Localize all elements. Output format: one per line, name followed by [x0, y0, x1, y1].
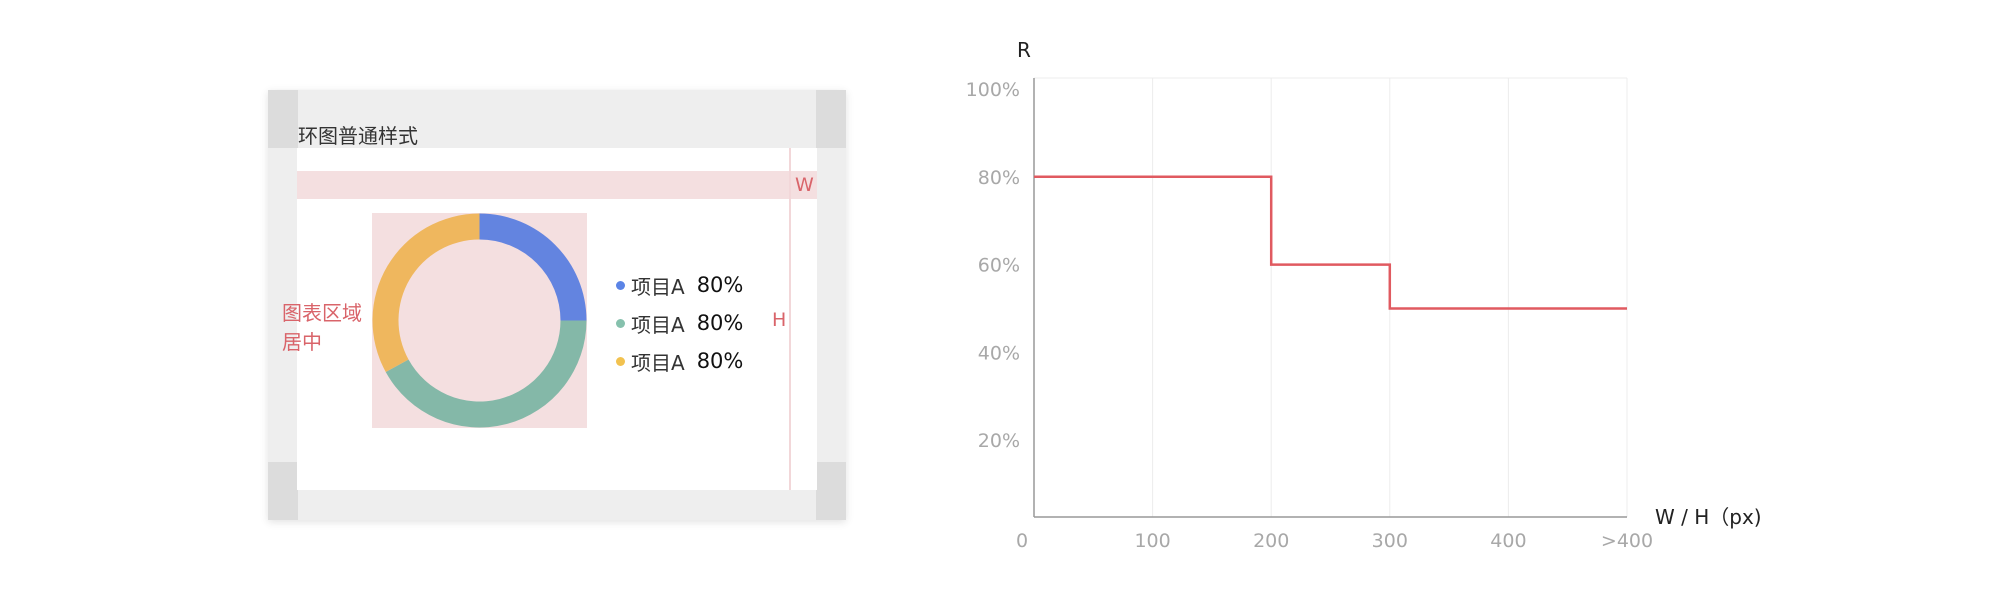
- center-annotation: 图表区域 居中: [282, 299, 362, 357]
- x-tick-label: 400: [1490, 530, 1526, 552]
- card-title: 环图普通样式: [298, 124, 418, 148]
- donut-segment: [385, 320, 587, 428]
- y-tick-label: 60%: [978, 255, 1020, 277]
- legend-value: 80%: [696, 349, 744, 373]
- corner-top-right: [816, 90, 846, 148]
- legend-dot: [616, 318, 625, 328]
- x-tick-label: 100: [1134, 530, 1170, 552]
- legend-dot: [616, 356, 625, 366]
- ratio-step-chart: 100% 80% 60% 40% 20% 0 100 200 300 400 >400 R W /…: [966, 38, 1762, 552]
- x-axis-title: W / H（px): [1655, 505, 1762, 529]
- legend-dot: [616, 280, 625, 290]
- donut-segment: [372, 213, 480, 373]
- legend-name: 项目A: [631, 350, 685, 375]
- legend-item: 项目A 80%: [616, 270, 743, 300]
- donut-segment: [479, 213, 587, 321]
- corner-bottom-left: [268, 462, 298, 520]
- y-axis-title: R: [1017, 38, 1031, 62]
- y-ticks: 100% 80% 60% 40% 20%: [966, 79, 1020, 452]
- width-label: W: [795, 174, 814, 196]
- axes: [1033, 78, 1627, 518]
- height-label: H: [772, 309, 787, 331]
- legend-name: 项目A: [631, 274, 685, 299]
- center-annotation-line2: 居中: [282, 330, 322, 354]
- x-tick-label: 200: [1253, 530, 1289, 552]
- legend-name: 项目A: [631, 312, 685, 337]
- height-marker-line: [789, 148, 791, 490]
- corner-bottom-right: [816, 462, 846, 520]
- x-tick-label: 300: [1372, 530, 1408, 552]
- legend-item: 项目A 80%: [616, 346, 743, 376]
- corner-top-left: [268, 90, 298, 148]
- y-tick-label: 40%: [978, 342, 1020, 364]
- series-line: [1034, 175, 1627, 310]
- y-tick-label: 20%: [978, 430, 1020, 452]
- grid: [1034, 77, 1628, 517]
- y-tick-label: 100%: [966, 79, 1020, 101]
- donut-chart: [372, 213, 587, 428]
- legend-item: 项目A 80%: [616, 308, 743, 338]
- x-tick-label: 0: [1016, 530, 1028, 552]
- center-annotation-line1: 图表区域: [282, 301, 362, 325]
- x-ticks: 0 100 200 300 400 >400: [1016, 530, 1653, 552]
- legend-value: 80%: [696, 311, 744, 335]
- y-tick-label: 80%: [978, 167, 1020, 189]
- width-marker-band: [297, 171, 817, 199]
- x-tick-label: >400: [1601, 530, 1653, 552]
- legend-value: 80%: [696, 273, 744, 297]
